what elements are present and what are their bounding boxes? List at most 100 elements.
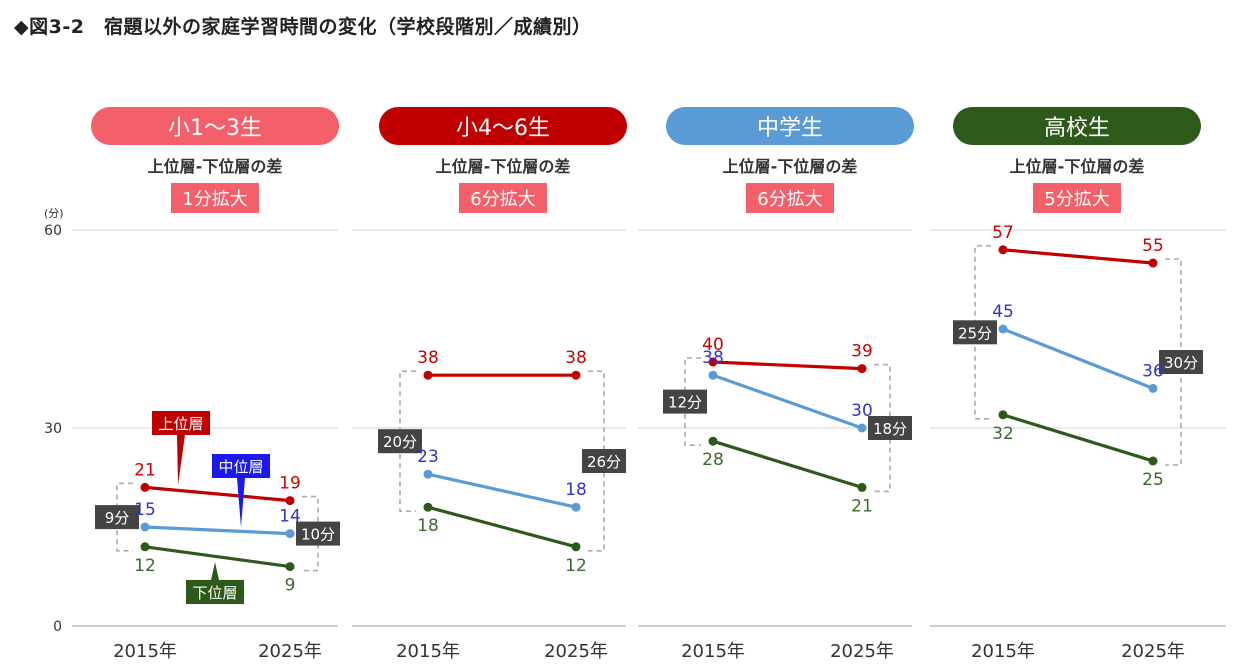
series-line-upper — [144, 485, 291, 503]
data-point-upper — [857, 364, 867, 374]
gap-label-2025: 30分 — [1164, 354, 1198, 372]
gap-label-box-2025 — [868, 416, 912, 440]
data-point-lower — [140, 542, 150, 552]
data-point-upper — [998, 245, 1008, 255]
gap-label-box-2015 — [953, 320, 997, 345]
panel-header-label: 小1～3生 — [168, 116, 262, 141]
data-point-upper — [423, 370, 433, 380]
x-tick-label: 2025年 — [544, 641, 608, 662]
data-point-middle — [285, 529, 295, 539]
x-tick-label: 2015年 — [971, 641, 1035, 662]
data-label-lower: 21 — [851, 496, 873, 516]
data-label-upper: 40 — [702, 335, 724, 355]
series-line-upper — [1002, 248, 1154, 265]
legend-lower-label: 下位層 — [192, 584, 237, 602]
data-label-middle: 14 — [279, 507, 301, 527]
data-point-upper — [708, 357, 718, 367]
data-point-upper — [140, 482, 150, 492]
panel-header-pill — [379, 107, 627, 145]
legend-upper-pointer — [177, 435, 185, 485]
x-tick-label: 2015年 — [396, 641, 460, 662]
x-tick-label: 2015年 — [113, 641, 177, 662]
diff-caption: 上位層-下位層の差 — [148, 157, 283, 176]
panel-header-pill — [91, 107, 339, 145]
data-label-lower: 25 — [1142, 470, 1164, 490]
gap-bracket-2015 — [684, 357, 701, 446]
y-axis-unit: (分) — [44, 207, 64, 220]
gap-label-box-2015 — [378, 429, 422, 454]
x-tick-label: 2025年 — [830, 641, 894, 662]
data-point-middle — [857, 423, 867, 433]
data-label-middle: 15 — [134, 500, 156, 520]
diff-badge-label: 1分拡大 — [182, 189, 247, 210]
data-label-upper: 57 — [992, 223, 1014, 243]
legend-middle-label: 中位層 — [218, 458, 263, 476]
legend-middle-box — [212, 454, 270, 478]
data-point-lower — [998, 410, 1008, 420]
data-label-lower: 28 — [702, 450, 724, 470]
data-point-middle — [998, 324, 1008, 334]
data-point-lower — [423, 502, 433, 512]
series-line-lower — [144, 545, 291, 569]
panel-header-label: 高校生 — [1044, 116, 1110, 141]
panel-header-label: 中学生 — [757, 116, 823, 141]
panel-header-label: 小4～6生 — [456, 116, 550, 141]
gap-label-2025: 10分 — [301, 526, 335, 544]
data-label-upper: 55 — [1142, 236, 1164, 256]
diff-badge-label: 5分拡大 — [1044, 189, 1109, 210]
panel-header-pill — [666, 107, 914, 145]
gap-label-box-2015 — [663, 389, 707, 414]
x-tick-label: 2015年 — [681, 641, 745, 662]
diff-badge — [1033, 183, 1121, 213]
data-label-middle: 36 — [1142, 361, 1164, 381]
gap-label-2025: 18分 — [873, 420, 907, 438]
series-line-lower — [427, 505, 577, 549]
gap-label-2015: 9分 — [105, 509, 130, 527]
series-line-middle — [712, 373, 863, 430]
series-line-upper — [712, 360, 863, 371]
data-point-middle — [708, 370, 718, 380]
series-line-lower — [1002, 413, 1154, 463]
data-point-lower — [708, 436, 718, 446]
data-point-upper — [1148, 258, 1158, 268]
data-point-middle — [140, 522, 150, 532]
data-point-middle — [571, 502, 581, 512]
data-point-lower — [285, 562, 295, 572]
legend-middle-pointer — [237, 478, 245, 527]
data-point-middle — [1148, 383, 1158, 393]
page-title: ◆図3-2 宿題以外の家庭学習時間の変化（学校段階別／成績別） — [14, 16, 592, 38]
diff-badge-label: 6分拡大 — [757, 189, 822, 210]
data-label-upper: 38 — [417, 348, 439, 368]
y-tick-label: 30 — [44, 421, 62, 437]
legend-lower-box — [186, 580, 244, 604]
series-line-lower — [712, 439, 863, 489]
data-label-lower: 18 — [417, 516, 439, 536]
gap-label-2015: 25分 — [958, 324, 992, 342]
legend-upper-label: 上位層 — [158, 415, 203, 433]
gap-label-box-2025 — [1159, 350, 1203, 374]
gap-label-2025: 26分 — [587, 453, 621, 471]
legend-lower-pointer — [211, 562, 219, 580]
data-label-lower: 32 — [992, 424, 1014, 444]
gap-label-2015: 20分 — [383, 433, 417, 451]
data-label-middle: 30 — [851, 401, 873, 421]
data-point-lower — [1148, 456, 1158, 466]
diff-badge-label: 6分拡大 — [470, 189, 535, 210]
data-point-lower — [571, 542, 581, 552]
diff-badge — [171, 183, 259, 213]
gap-label-2015: 12分 — [668, 394, 702, 412]
series-line-middle — [427, 472, 577, 509]
data-label-lower: 9 — [285, 576, 296, 596]
data-label-lower: 12 — [134, 556, 156, 576]
diff-badge — [746, 183, 834, 213]
data-label-middle: 38 — [702, 348, 724, 368]
data-label-middle: 45 — [992, 302, 1014, 322]
panel-header-pill — [953, 107, 1201, 145]
data-label-lower: 12 — [565, 556, 587, 576]
y-tick-label: 60 — [44, 223, 62, 239]
gap-label-box-2025 — [296, 521, 340, 546]
